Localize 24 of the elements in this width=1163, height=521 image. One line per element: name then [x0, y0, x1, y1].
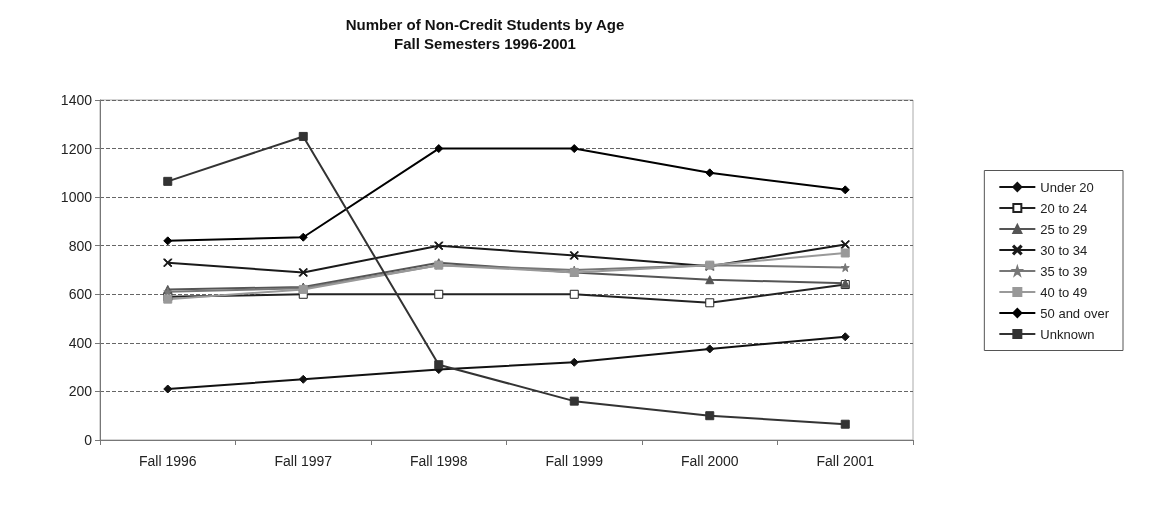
x-tick-label: Fall 2000: [680, 453, 739, 469]
legend-label: 35 to 39: [1040, 263, 1088, 279]
legend-label: Unknown: [1040, 326, 1095, 342]
chart-subtitle: Fall Semesters 1996-2001: [394, 35, 576, 52]
y-tick-label: 800: [68, 237, 93, 254]
y-tick-label: 1400: [60, 92, 93, 108]
x-tick-label: Fall 1998: [409, 453, 468, 469]
legend-label: 30 to 34: [1040, 242, 1088, 258]
y-tick-label: 400: [68, 334, 93, 351]
y-tick-label: 1200: [60, 140, 93, 157]
legend-label: Under 20: [1040, 179, 1094, 195]
x-tick-label: Fall 1997: [274, 453, 333, 469]
x-tick-label: Fall 1999: [545, 453, 604, 469]
legend-label: 50 and over: [1040, 305, 1110, 321]
legend-label: 20 to 24: [1040, 200, 1088, 216]
y-tick-label: 600: [68, 286, 93, 303]
chart-title: Number of Non-Credit Students by Age: [345, 16, 625, 33]
y-tick-label: 1000: [60, 189, 93, 206]
y-tick-label: 200: [68, 383, 93, 400]
y-tick-label: 0: [84, 432, 93, 448]
legend-label: 40 to 49: [1040, 284, 1088, 300]
legend-label: 25 to 29: [1040, 221, 1088, 237]
x-tick-label: Fall 1996: [138, 453, 197, 469]
x-tick-label: Fall 2001: [816, 453, 875, 469]
